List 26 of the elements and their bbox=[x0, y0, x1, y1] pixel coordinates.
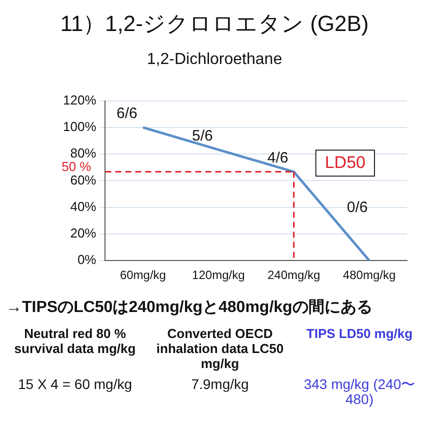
x-tick-label: 120mg/kg bbox=[192, 268, 245, 282]
annotation: 4/6 bbox=[267, 149, 288, 166]
text: →TIPSのLC50は240mg/kgと480mg/kgの間にある bbox=[6, 298, 374, 318]
annotation: 0/6 bbox=[346, 198, 368, 216]
x-tick-label: 240mg/kg bbox=[267, 268, 320, 282]
x-tick-label: 480mg/kg bbox=[342, 268, 396, 282]
x-tick-label: 60mg/kg bbox=[120, 268, 166, 282]
text: Converted OECD inhalation data LC50 mg/kg bbox=[155, 326, 285, 371]
text: 343 mg/kg (240〜480) bbox=[302, 376, 416, 407]
y-tick-label: 40% bbox=[70, 198, 97, 214]
annotation: LD50 bbox=[324, 152, 366, 172]
annotation: 6/6 bbox=[116, 105, 138, 122]
text: Neutral red 80 % survival data mg/kg bbox=[13, 326, 137, 358]
y-tick-label: 100% bbox=[63, 119, 97, 134]
chart-title: 11）1,2-ジクロロエタン (G2B) bbox=[59, 10, 370, 38]
text: 15 X 4 = 60 mg/kg bbox=[16, 376, 134, 394]
y-tick-label: 120% bbox=[63, 92, 97, 108]
y-tick-label: 80% bbox=[70, 146, 97, 161]
y-tick-label: 20% bbox=[70, 226, 97, 241]
chart-subtitle: 1,2-Dichloroethane bbox=[146, 50, 284, 70]
text: 50 % bbox=[62, 158, 92, 174]
annotation: 5/6 bbox=[192, 127, 213, 144]
y-tick-label: 0% bbox=[77, 252, 97, 268]
text: 7.9mg/kg bbox=[190, 376, 250, 394]
y-tick-label: 60% bbox=[70, 172, 97, 188]
text: TIPS LD50 mg/kg bbox=[305, 326, 414, 343]
